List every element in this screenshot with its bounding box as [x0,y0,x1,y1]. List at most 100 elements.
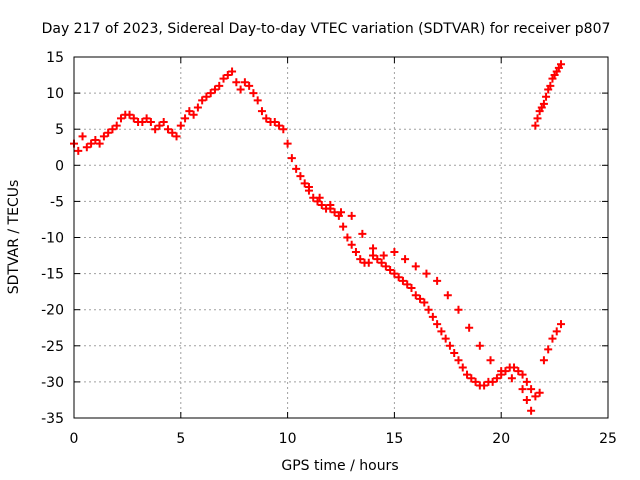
data-point [548,334,557,343]
data-point [454,356,463,365]
data-point [317,201,326,210]
data-point [172,132,181,141]
y-tick-label: -20 [41,303,64,319]
data-point [232,78,241,87]
data-point [467,374,476,383]
x-axis-label: GPS time / hours [281,458,398,474]
data-point [228,67,237,76]
data-point [82,143,91,152]
data-point [198,96,207,105]
data-point [283,139,292,148]
data-point [95,139,104,148]
data-point [99,132,108,141]
x-tick-label: 15 [385,431,403,447]
data-point [129,114,138,123]
data-point [454,305,463,314]
data-point [339,222,348,231]
data-point [557,60,566,69]
data-point [257,107,266,116]
data-point [433,276,442,285]
data-point [443,291,452,300]
data-point [210,85,219,94]
data-point [240,78,249,87]
x-tick-label: 25 [599,431,617,447]
data-point [514,367,523,376]
x-tick-label: 0 [70,431,79,447]
data-point [287,154,296,163]
data-point [373,255,382,264]
data-point [445,341,454,350]
data-point [539,99,548,108]
data-point [87,139,96,148]
data-point [480,381,489,390]
data-point [351,247,360,256]
data-point [296,172,305,181]
chart-title: Day 217 of 2023, Sidereal Day-to-day VTE… [42,21,611,37]
data-point [377,258,386,267]
data-point [394,273,403,282]
data-point [533,114,542,123]
data-point [531,392,540,401]
y-tick-label: -15 [41,267,64,283]
series-sdtvar-main [70,67,566,401]
data-point [249,89,258,98]
data-layer [70,60,566,415]
data-point [181,114,190,123]
y-tick-label: -5 [50,194,64,210]
data-point [369,244,378,253]
data-point [535,388,544,397]
data-point [544,345,553,354]
data-point [557,320,566,329]
data-point [518,385,527,394]
data-point [364,258,373,267]
data-point [510,363,519,372]
y-tick-label: 10 [46,86,64,102]
data-point [369,251,378,260]
x-tick-label: 10 [279,431,297,447]
data-point [151,125,160,134]
data-point [411,262,420,271]
y-axis-label: SDTVAR / TECUs [6,180,22,295]
data-point [347,240,356,249]
data-point [78,132,87,141]
y-tick-label: 0 [55,158,64,174]
data-point [347,211,356,220]
ticks [73,56,609,419]
data-point [146,117,155,126]
y-tick-label: 5 [55,122,64,138]
data-point [270,117,279,126]
data-point [398,276,407,285]
data-point [262,114,271,123]
data-point [163,125,172,134]
data-point [475,341,484,350]
x-tick-label: 5 [176,431,185,447]
data-point [507,374,516,383]
data-point [142,114,151,123]
data-point [465,323,474,332]
data-point [116,114,125,123]
data-point [185,107,194,116]
data-point [527,406,536,415]
data-point [546,81,555,90]
data-point [542,92,551,101]
data-point [315,193,324,202]
data-point [433,320,442,329]
data-point [159,117,168,126]
y-tick-label: -25 [41,339,64,355]
data-point [420,298,429,307]
data-point [279,125,288,134]
data-point [356,255,365,264]
data-point [531,121,540,130]
data-point [539,356,548,365]
data-point [422,269,431,278]
data-point [292,164,301,173]
data-point [401,255,410,264]
data-point [215,81,224,90]
data-point [471,377,480,386]
data-point [112,121,121,130]
data-point [74,146,83,155]
data-point [390,269,399,278]
x-tick-label: 20 [492,431,510,447]
tick-labels: 0 5 10 15 20 25 -35 -30 -25 -20 -15 -10 -5 0 5 10 15 [41,50,617,447]
